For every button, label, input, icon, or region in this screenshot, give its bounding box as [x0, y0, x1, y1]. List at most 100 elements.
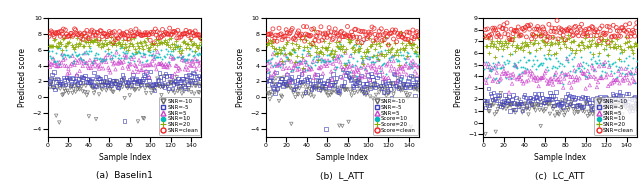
Point	[135, 40, 145, 43]
Point	[353, 41, 363, 43]
Point	[46, 56, 56, 59]
Point	[539, 27, 549, 30]
Point	[157, 58, 168, 61]
Point	[566, 101, 577, 104]
Point	[515, 100, 525, 103]
Point	[56, 61, 67, 64]
Point	[499, 61, 509, 64]
Point	[503, 41, 513, 44]
Point	[166, 82, 177, 85]
Point	[163, 43, 173, 46]
Point	[140, 64, 150, 67]
Point	[333, 90, 344, 93]
Point	[181, 46, 191, 49]
Point	[325, 60, 335, 63]
Point	[329, 89, 339, 92]
Point	[577, 61, 588, 64]
Point	[377, 81, 387, 84]
Point	[355, 81, 365, 84]
Point	[362, 88, 372, 90]
Point	[329, 84, 339, 86]
Point	[539, 75, 549, 78]
Point	[70, 45, 80, 48]
Point	[526, 64, 536, 67]
Point	[321, 47, 331, 50]
Point	[587, 25, 597, 28]
Point	[60, 29, 70, 31]
Point	[378, 39, 388, 42]
Point	[326, 70, 336, 73]
Point	[320, 88, 330, 90]
Point	[67, 77, 77, 80]
Point	[385, 32, 396, 35]
Point	[172, 45, 182, 48]
Point	[534, 85, 544, 88]
Point	[588, 55, 598, 58]
Point	[515, 58, 525, 61]
Point	[52, 46, 62, 49]
Point	[630, 102, 640, 105]
Point	[128, 34, 138, 37]
Point	[320, 85, 330, 88]
Point	[65, 55, 75, 58]
Point	[593, 100, 603, 103]
Point	[118, 76, 129, 79]
Point	[319, 88, 329, 90]
Point	[135, 52, 145, 55]
Point	[608, 46, 618, 49]
Point	[190, 29, 200, 32]
Point	[264, 92, 274, 95]
Point	[520, 67, 531, 70]
Point	[90, 39, 100, 41]
Point	[377, 87, 387, 90]
Point	[137, 80, 147, 83]
Point	[154, 72, 164, 75]
Point	[399, 56, 409, 59]
Point	[193, 74, 204, 77]
Point	[307, 43, 317, 46]
Point	[618, 26, 628, 29]
Point	[531, 96, 541, 99]
Point	[505, 53, 515, 56]
Point	[178, 56, 188, 59]
Point	[287, 41, 298, 44]
Point	[154, 41, 164, 44]
Point	[392, 40, 402, 43]
Point	[524, 99, 534, 102]
Point	[301, 89, 312, 92]
Point	[46, 62, 56, 65]
Point	[115, 46, 125, 49]
Point	[567, 57, 577, 60]
Point	[166, 33, 177, 36]
Point	[303, 53, 313, 56]
Point	[89, 60, 99, 63]
Point	[334, 55, 344, 58]
Point	[490, 97, 500, 100]
Point	[332, 45, 342, 48]
Point	[142, 31, 152, 34]
Point	[156, 76, 166, 79]
Point	[170, 91, 180, 94]
Point	[115, 57, 125, 60]
Point	[67, 85, 77, 88]
Point	[522, 68, 532, 71]
Point	[355, 66, 365, 69]
Point	[340, 88, 351, 91]
Point	[86, 79, 96, 82]
Point	[118, 32, 129, 35]
Point	[90, 54, 100, 57]
Point	[182, 78, 192, 81]
Point	[127, 31, 137, 34]
Point	[341, 71, 351, 74]
Point	[123, 61, 133, 64]
Point	[60, 52, 70, 55]
Point	[413, 65, 423, 68]
Point	[545, 58, 555, 60]
Point	[164, 53, 175, 56]
Point	[599, 31, 609, 34]
Point	[492, 67, 502, 70]
Point	[498, 47, 508, 50]
Point	[479, 99, 490, 102]
Point	[526, 102, 536, 105]
Point	[589, 110, 599, 113]
